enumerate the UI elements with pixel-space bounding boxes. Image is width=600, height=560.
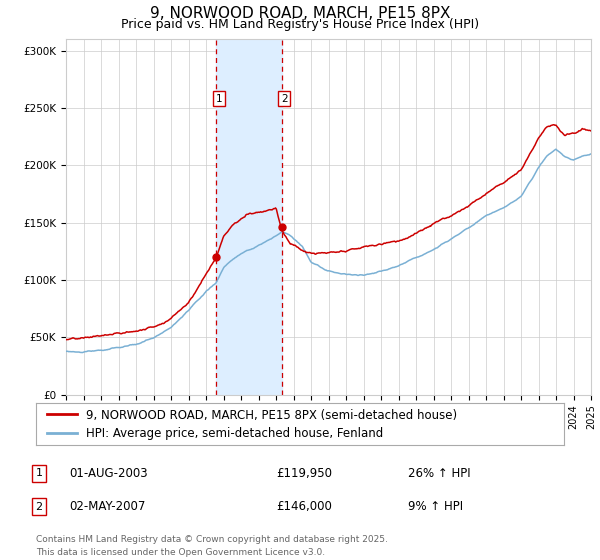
Text: £146,000: £146,000 (276, 500, 332, 514)
Text: 1: 1 (35, 468, 43, 478)
Text: 26% ↑ HPI: 26% ↑ HPI (408, 466, 470, 480)
Text: Contains HM Land Registry data © Crown copyright and database right 2025.: Contains HM Land Registry data © Crown c… (36, 535, 388, 544)
Bar (216, 39, 282, 395)
Text: Price paid vs. HM Land Registry's House Price Index (HPI): Price paid vs. HM Land Registry's House … (121, 18, 479, 31)
Legend: 9, NORWOOD ROAD, MARCH, PE15 8PX (semi-detached house), HPI: Average price, semi: 9, NORWOOD ROAD, MARCH, PE15 8PX (semi-d… (47, 409, 457, 440)
Text: 2: 2 (35, 502, 43, 512)
Text: 1: 1 (215, 94, 222, 104)
Text: 01-AUG-2003: 01-AUG-2003 (69, 466, 148, 480)
Text: 02-MAY-2007: 02-MAY-2007 (69, 500, 145, 514)
Text: 2: 2 (281, 94, 288, 104)
Text: 9, NORWOOD ROAD, MARCH, PE15 8PX: 9, NORWOOD ROAD, MARCH, PE15 8PX (150, 6, 450, 21)
Text: 9% ↑ HPI: 9% ↑ HPI (408, 500, 463, 514)
Text: £119,950: £119,950 (276, 466, 332, 480)
Text: This data is licensed under the Open Government Licence v3.0.: This data is licensed under the Open Gov… (36, 548, 325, 557)
